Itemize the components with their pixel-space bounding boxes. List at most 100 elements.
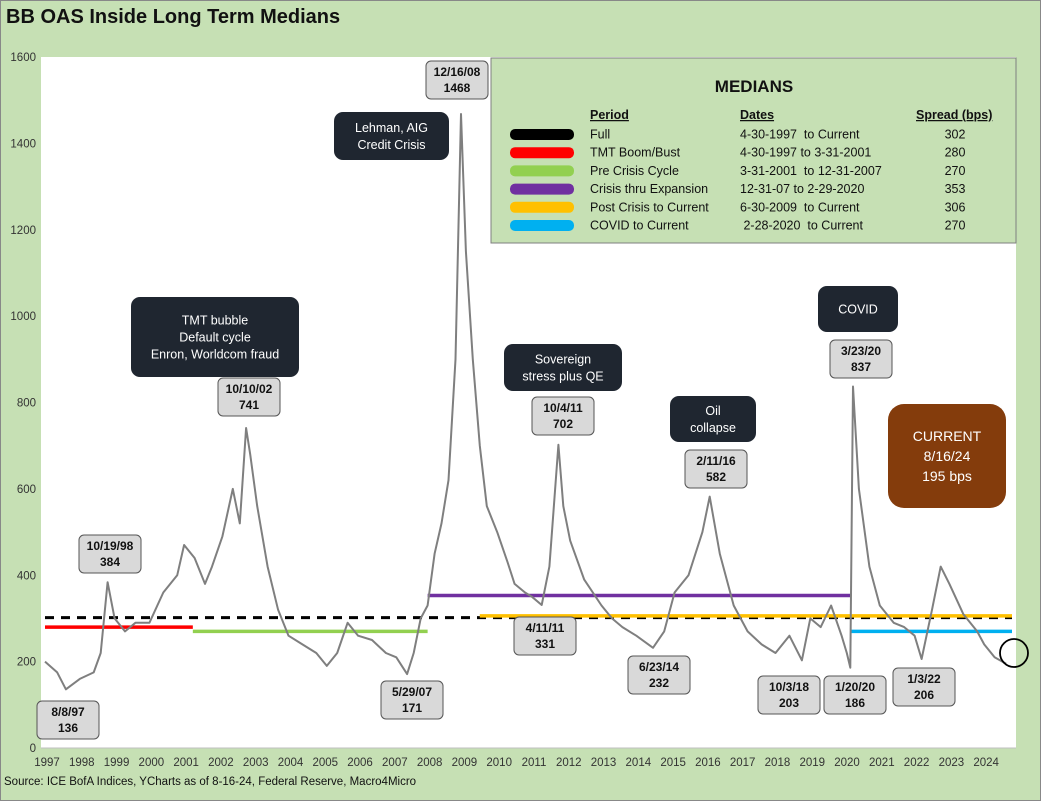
annotation-text: Oil	[705, 404, 720, 418]
x-tick-label: 2012	[556, 757, 582, 769]
point-label-box	[36, 700, 100, 740]
point-label-box	[829, 339, 893, 379]
x-tick-label: 2009	[452, 757, 478, 769]
annotation-text: Enron, Worldcom fraud	[151, 348, 279, 362]
annotation-text: stress plus QE	[522, 370, 603, 384]
x-tick-label: 2018	[765, 757, 791, 769]
point-label-value: 206	[914, 688, 934, 702]
point-label-value: 171	[402, 701, 422, 715]
point-label-date: 1/20/20	[835, 680, 875, 694]
x-tick-label: 2005	[312, 757, 338, 769]
x-tick-label: 2013	[591, 757, 617, 769]
point-label-box	[513, 616, 577, 656]
median-spread: 270	[945, 219, 966, 233]
median-dates: 4-30-1997 to Current	[740, 128, 860, 142]
point-label-value: 331	[535, 637, 555, 651]
x-tick-label: 2015	[660, 757, 686, 769]
x-tick-label: 2023	[939, 757, 965, 769]
point-label-date: 8/8/97	[51, 705, 85, 719]
x-tick-label: 2014	[626, 757, 652, 769]
x-tick-label: 2019	[799, 757, 825, 769]
point-label-date: 6/23/14	[639, 660, 679, 674]
median-dates: 2-28-2020 to Current	[740, 219, 864, 233]
point-label-value: 582	[706, 470, 726, 484]
current-text: CURRENT	[913, 428, 982, 444]
median-period: COVID to Current	[590, 219, 689, 233]
point-label-box	[684, 449, 748, 489]
x-tick-label: 2007	[382, 757, 408, 769]
current-text: 8/16/24	[924, 448, 971, 464]
x-tick-label: 2001	[173, 757, 199, 769]
median-swatch	[510, 129, 574, 140]
annotation-text: Credit Crisis	[357, 138, 425, 152]
annotation-text: Sovereign	[535, 353, 591, 367]
median-spread: 306	[945, 200, 966, 214]
point-label-value: 1468	[444, 81, 471, 95]
x-tick-label: 2010	[486, 757, 512, 769]
annotation-text: Lehman, AIG	[355, 121, 428, 135]
median-period: Crisis thru Expansion	[590, 182, 708, 196]
x-tick-label: 2017	[730, 757, 756, 769]
chart-title: BB OAS Inside Long Term Medians	[6, 6, 341, 28]
median-swatch	[510, 147, 574, 159]
point-label-box	[892, 667, 956, 707]
annotation-box	[131, 297, 299, 377]
point-label-box	[425, 60, 489, 100]
median-period: Pre Crisis Cycle	[590, 164, 679, 178]
annotation-box	[818, 286, 898, 332]
x-tick-label: 2000	[139, 757, 165, 769]
medians-box	[490, 57, 1017, 244]
point-label-date: 1/3/22	[907, 672, 941, 686]
median-swatch	[510, 183, 574, 195]
y-tick-label: 1600	[10, 52, 36, 64]
median-swatch	[510, 220, 574, 231]
annotation-text: TMT bubble	[182, 314, 249, 328]
point-label-value: 186	[845, 696, 865, 710]
point-label-date: 10/10/02	[226, 382, 273, 396]
median-dates: 6-30-2009 to Current	[740, 200, 860, 214]
y-tick-label: 600	[17, 484, 36, 496]
point-label-date: 4/11/11	[526, 621, 565, 635]
point-label-date: 10/19/98	[87, 539, 134, 553]
median-swatch	[510, 201, 574, 213]
median-spread: 353	[945, 182, 966, 196]
x-tick-label: 1997	[34, 757, 60, 769]
x-tick-label: 2006	[347, 757, 373, 769]
point-label-value: 136	[58, 721, 78, 735]
medians-title: MEDIANS	[715, 77, 793, 96]
current-text: 195 bps	[922, 468, 972, 484]
point-label-value: 741	[239, 398, 259, 412]
point-label-value: 203	[779, 696, 799, 710]
y-tick-label: 0	[30, 743, 36, 755]
median-spread: 280	[945, 146, 966, 160]
point-label-date: 10/4/11	[543, 401, 583, 415]
point-label-box	[217, 377, 281, 417]
median-dates: 3-31-2001 to 12-31-2007	[740, 164, 882, 178]
point-label-box	[531, 396, 595, 436]
point-label-date: 10/3/18	[769, 680, 809, 694]
median-period: TMT Boom/Bust	[590, 146, 681, 160]
point-label-box	[757, 675, 821, 715]
median-period: Full	[590, 128, 610, 142]
y-tick-label: 1000	[10, 311, 36, 323]
medians-header-spread: Spread (bps)	[916, 108, 992, 122]
annotation-text: COVID	[838, 303, 878, 317]
annotation-box	[504, 344, 622, 391]
source-note: Source: ICE BofA Indices, YCharts as of …	[4, 776, 417, 788]
point-label-date: 5/29/07	[392, 685, 432, 699]
y-tick-label: 800	[17, 398, 36, 410]
x-tick-label: 2002	[208, 757, 234, 769]
y-tick-label: 1400	[10, 138, 36, 150]
current-box	[888, 404, 1006, 508]
x-tick-label: 1998	[69, 757, 95, 769]
point-label-box	[380, 680, 444, 720]
x-tick-label: 2008	[417, 757, 443, 769]
x-tick-label: 2003	[243, 757, 269, 769]
median-spread: 270	[945, 164, 966, 178]
point-label-value: 837	[851, 360, 871, 374]
y-tick-label: 1200	[10, 225, 36, 237]
point-label-date: 12/16/08	[434, 65, 481, 79]
current-marker-circle	[999, 638, 1029, 668]
x-tick-label: 2011	[522, 757, 547, 769]
